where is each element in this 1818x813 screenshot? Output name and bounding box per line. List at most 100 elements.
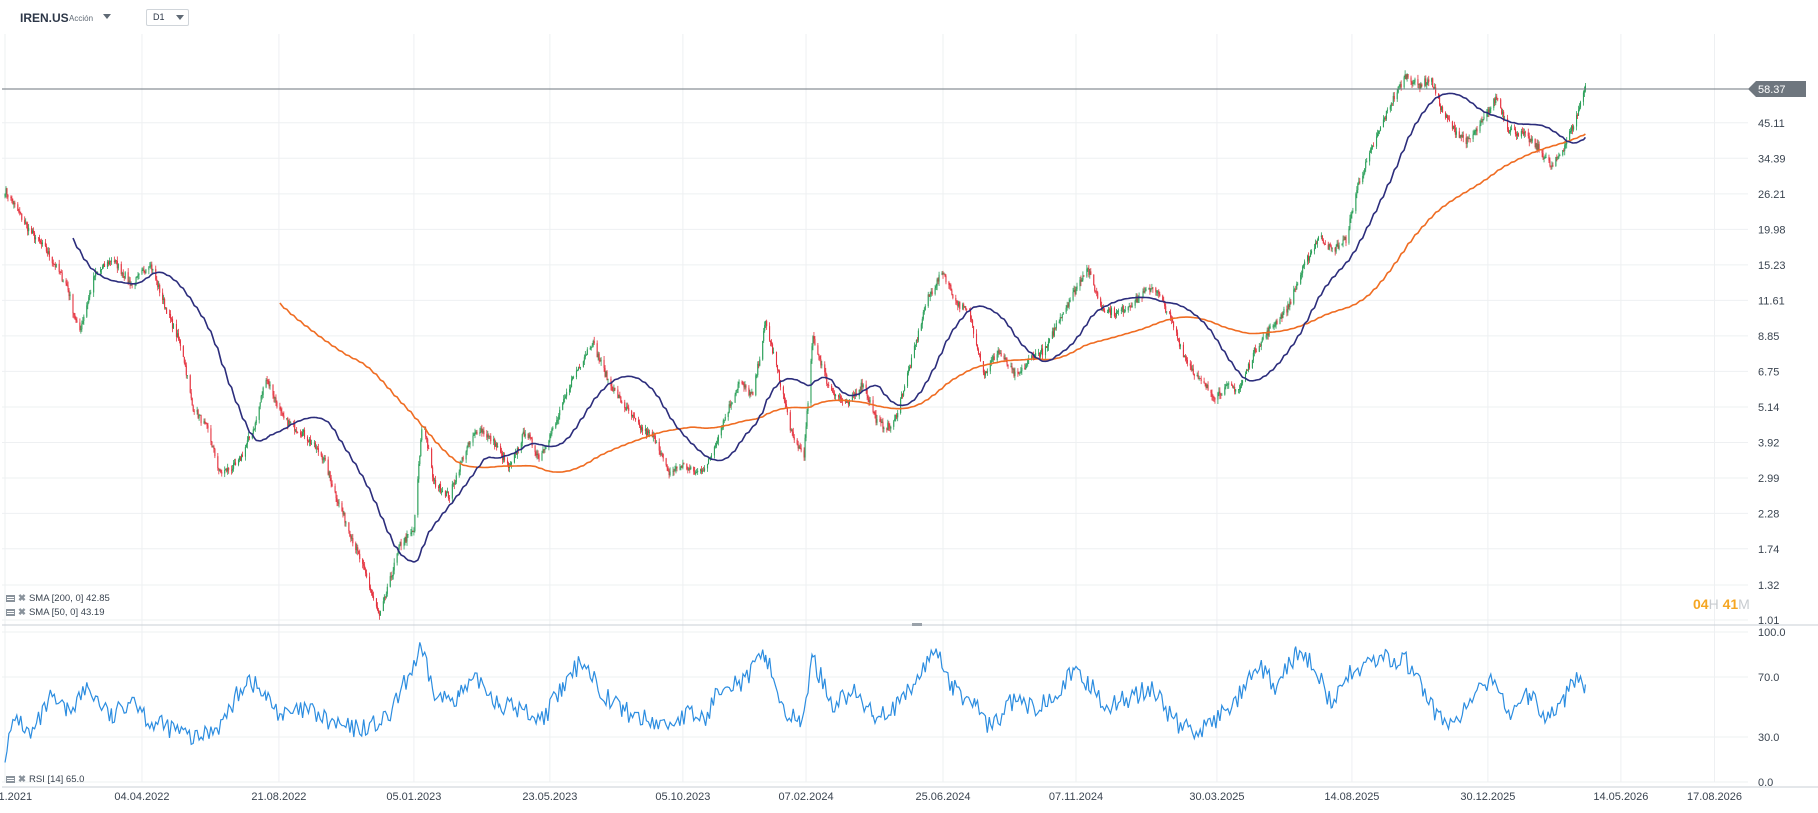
candle-body [824, 364, 826, 373]
candle-body [1088, 268, 1090, 275]
candle-body [349, 531, 351, 537]
candle-body [1238, 389, 1240, 390]
candle-body [1530, 138, 1532, 142]
candle-body [927, 294, 929, 306]
indicator-sma50[interactable]: ✖ SMA [50, 0] 43.19 [6, 607, 105, 618]
candle-body [534, 445, 536, 453]
candle-body [336, 498, 338, 502]
candle-body [1205, 383, 1207, 389]
candle-body [1275, 320, 1277, 326]
candle-body [879, 419, 881, 422]
current-price-value: 58.37 [1758, 84, 1786, 96]
candle-body [548, 440, 550, 448]
candle-body [39, 240, 42, 243]
candle-body [976, 344, 979, 350]
candle-body [101, 266, 104, 270]
candle-body [454, 482, 456, 485]
candle-body [497, 446, 499, 448]
candle-body [950, 285, 952, 291]
candle-body [1341, 243, 1343, 246]
instrument-type-label: Acción [69, 14, 94, 23]
candle-body [738, 381, 740, 385]
candle-body [779, 380, 781, 387]
candle-body [570, 387, 572, 390]
candle-body [266, 380, 268, 381]
chevron-down-icon[interactable] [176, 15, 184, 20]
candle-body [1562, 150, 1564, 156]
candle-body [1143, 291, 1145, 293]
candle-body [1558, 155, 1560, 158]
candle-body [157, 280, 159, 288]
candle-body [1545, 157, 1547, 158]
remove-indicator-icon[interactable]: ✖ [18, 593, 26, 604]
candle-body [309, 439, 311, 444]
candle-body [1276, 320, 1278, 324]
candle-body [873, 411, 875, 413]
candle-body [1460, 135, 1462, 138]
candle-body [33, 230, 35, 233]
indicator-settings-icon[interactable] [6, 595, 15, 602]
indicator-settings-icon[interactable] [6, 609, 15, 616]
candle-body [58, 263, 60, 272]
x-tick-label: 30.12.2025 [1460, 791, 1515, 803]
candle-body [344, 512, 346, 523]
candle-body [1509, 129, 1512, 132]
candle-body [137, 274, 139, 277]
remove-indicator-icon[interactable]: ✖ [18, 774, 26, 785]
candle-body [393, 562, 395, 571]
candle-body [420, 440, 422, 457]
candle-body [496, 443, 498, 448]
candle-body [48, 251, 50, 257]
symbol-dropdown-icon[interactable] [103, 14, 111, 19]
candle-body [1185, 357, 1187, 361]
candle-body [1391, 103, 1393, 105]
candle-body [219, 470, 221, 472]
candle-body [1248, 363, 1250, 368]
candle-body [1434, 87, 1436, 90]
candle-body [191, 398, 193, 406]
candle-body [1494, 98, 1496, 103]
candle-body [730, 403, 732, 407]
candle-body [1513, 128, 1516, 130]
indicator-settings-icon[interactable] [6, 776, 15, 783]
candle-body [668, 470, 670, 476]
candle-body [461, 457, 463, 462]
candle-body [666, 464, 668, 468]
candle-body [144, 272, 146, 273]
candle-body [551, 429, 553, 434]
candle-body [453, 483, 455, 485]
candle-body [294, 423, 296, 431]
candle-body [777, 369, 780, 371]
indicator-sma200[interactable]: ✖ SMA [200, 0] 42.85 [6, 593, 110, 604]
candle-body [34, 237, 37, 240]
candle-body [97, 271, 99, 273]
candle-body [1300, 274, 1302, 284]
candle-body [1024, 367, 1026, 370]
candle-body [937, 279, 939, 282]
candle-body [1027, 359, 1029, 364]
candle-body [273, 395, 275, 399]
indicator-rsi[interactable]: ✖ RSI [14] 65.0 [6, 774, 84, 785]
candle-body [910, 357, 913, 368]
candle-body [1156, 292, 1158, 293]
candle-body [742, 383, 744, 385]
candle-body [522, 431, 524, 435]
candle-body [689, 467, 691, 470]
candle-body [438, 484, 441, 488]
remove-indicator-icon[interactable]: ✖ [18, 607, 26, 618]
candle-body [120, 264, 122, 275]
symbol-label[interactable]: IREN.US [20, 11, 69, 25]
candle-body [435, 479, 437, 487]
candle-body [908, 367, 911, 371]
candle-body [729, 404, 731, 407]
timeframe-select[interactable]: D1 [146, 9, 189, 26]
candle-body [1331, 247, 1333, 249]
candle-body [302, 430, 305, 432]
candle-body [906, 372, 909, 387]
pane-resize-handle[interactable] [912, 623, 922, 626]
candle-body [862, 384, 864, 388]
candle-body [1468, 138, 1470, 140]
candle-body [605, 371, 607, 377]
candle-body [1182, 344, 1184, 358]
